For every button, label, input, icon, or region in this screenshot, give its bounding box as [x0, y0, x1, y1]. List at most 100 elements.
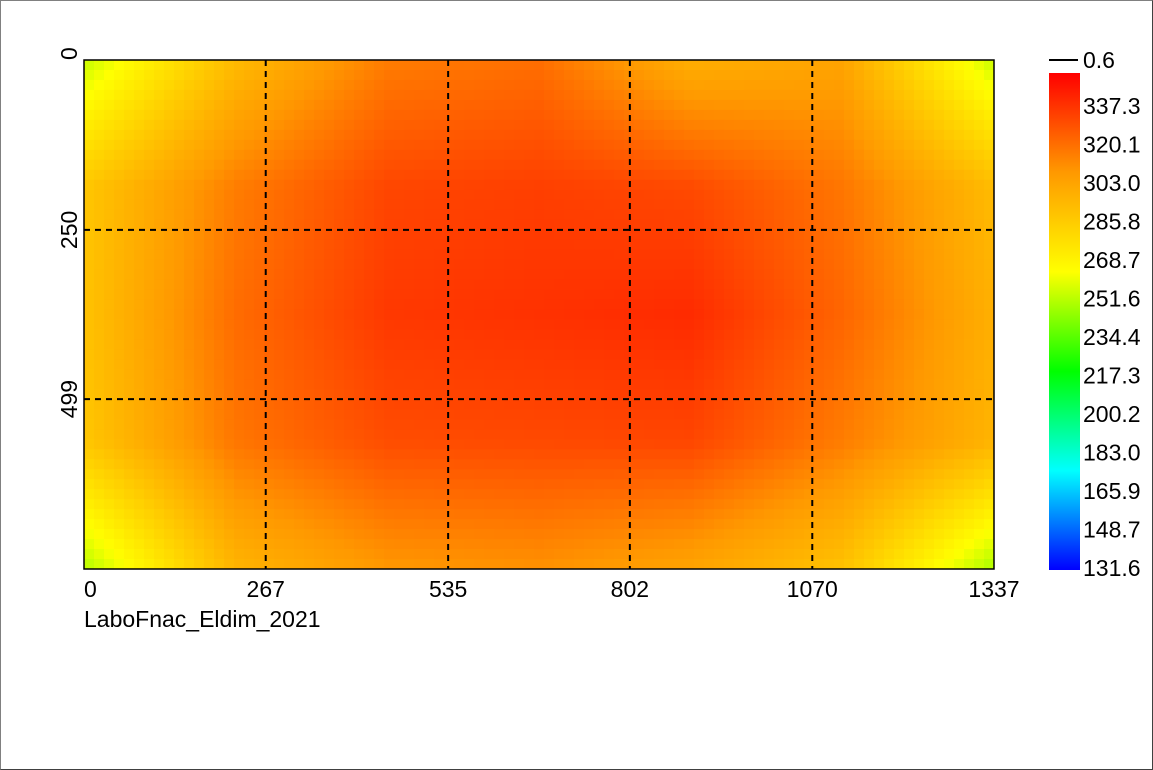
- heat-cell: [184, 409, 195, 421]
- heat-cell: [684, 60, 695, 71]
- heat-cell: [564, 99, 575, 111]
- heat-cell: [914, 189, 925, 201]
- heat-cell: [164, 529, 175, 540]
- heat-cell: [84, 429, 95, 441]
- heat-cell: [294, 519, 305, 530]
- heat-cell: [144, 319, 155, 331]
- heat-cell: [164, 199, 175, 211]
- heat-cell: [284, 109, 295, 121]
- heat-cell: [914, 489, 925, 500]
- heat-cell: [974, 199, 985, 211]
- heat-cell: [504, 259, 515, 271]
- heat-cell: [424, 349, 435, 361]
- heat-cell: [934, 249, 945, 261]
- heat-cell: [654, 449, 665, 461]
- heat-cell: [114, 139, 125, 151]
- heat-cell: [564, 239, 575, 251]
- heat-cell: [724, 389, 735, 401]
- heat-cell: [784, 209, 795, 221]
- heat-cell: [544, 399, 555, 411]
- heat-cell: [954, 60, 965, 71]
- heat-cell: [734, 219, 745, 231]
- heat-cell: [324, 389, 335, 401]
- heat-cell: [484, 299, 495, 311]
- heat-cell: [484, 479, 495, 490]
- heat-cell: [484, 179, 495, 191]
- heat-cell: [94, 69, 105, 81]
- heat-cell: [284, 119, 295, 131]
- heat-cell: [354, 69, 365, 81]
- heat-cell: [974, 419, 985, 431]
- heat-cell: [314, 539, 325, 550]
- heat-cell: [864, 559, 875, 569]
- heat-cell: [444, 259, 455, 271]
- colorbar-label: 268.7: [1083, 247, 1141, 273]
- heat-cell: [814, 399, 825, 411]
- heat-cell: [604, 389, 615, 401]
- heat-cell: [344, 279, 355, 291]
- heat-cell: [344, 159, 355, 171]
- heat-cell: [984, 479, 994, 490]
- heat-cell: [544, 69, 555, 81]
- heat-cell: [934, 509, 945, 520]
- heat-cell: [724, 369, 735, 381]
- heat-cell: [514, 209, 525, 221]
- heat-cell: [594, 389, 605, 401]
- heat-cell: [844, 189, 855, 201]
- heat-cell: [504, 309, 515, 321]
- heat-cell: [614, 349, 625, 361]
- heat-cell: [254, 119, 265, 131]
- heat-cell: [474, 419, 485, 431]
- heat-cell: [254, 419, 265, 431]
- heat-cell: [364, 219, 375, 231]
- heat-cell: [214, 349, 225, 361]
- heat-cell: [544, 109, 555, 121]
- heat-cell: [944, 229, 955, 241]
- heat-cell: [294, 199, 305, 211]
- heat-cell: [914, 99, 925, 111]
- heat-cell: [154, 359, 165, 371]
- heat-cell: [954, 459, 965, 470]
- heat-cell: [414, 179, 425, 191]
- heat-cell: [494, 379, 505, 391]
- heat-cell: [584, 279, 595, 291]
- heat-cell: [344, 79, 355, 91]
- heat-cell: [894, 469, 905, 480]
- heat-cell: [634, 219, 645, 231]
- heat-cell: [834, 189, 845, 201]
- heat-cell: [494, 259, 505, 271]
- heat-cell: [294, 339, 305, 351]
- heat-cell: [524, 219, 535, 231]
- heat-cell: [684, 359, 695, 371]
- heat-cell: [644, 549, 655, 560]
- heat-cell: [494, 109, 505, 121]
- heat-cell: [764, 289, 775, 301]
- heat-cell: [324, 509, 335, 520]
- heat-cell: [714, 129, 725, 141]
- heat-cell: [324, 469, 335, 480]
- heat-cell: [444, 279, 455, 291]
- heat-cell: [104, 379, 115, 391]
- heat-cell: [754, 119, 765, 131]
- heat-cell: [284, 60, 295, 71]
- heat-cell: [184, 149, 195, 161]
- heat-cell: [644, 369, 655, 381]
- heat-cell: [974, 429, 985, 441]
- heat-cell: [714, 319, 725, 331]
- heat-cell: [644, 489, 655, 500]
- heat-cell: [904, 509, 915, 520]
- heat-cell: [694, 249, 705, 261]
- heat-cell: [314, 99, 325, 111]
- heat-cell: [894, 119, 905, 131]
- heat-cell: [944, 309, 955, 321]
- heat-cell: [874, 399, 885, 411]
- heat-cell: [354, 479, 365, 490]
- heat-cell: [874, 269, 885, 281]
- heat-cell: [334, 429, 345, 441]
- heat-cell: [274, 249, 285, 261]
- heat-cell: [374, 189, 385, 201]
- heat-cell: [344, 139, 355, 151]
- heat-cell: [964, 479, 975, 490]
- heat-cell: [434, 229, 445, 241]
- heat-cell: [794, 249, 805, 261]
